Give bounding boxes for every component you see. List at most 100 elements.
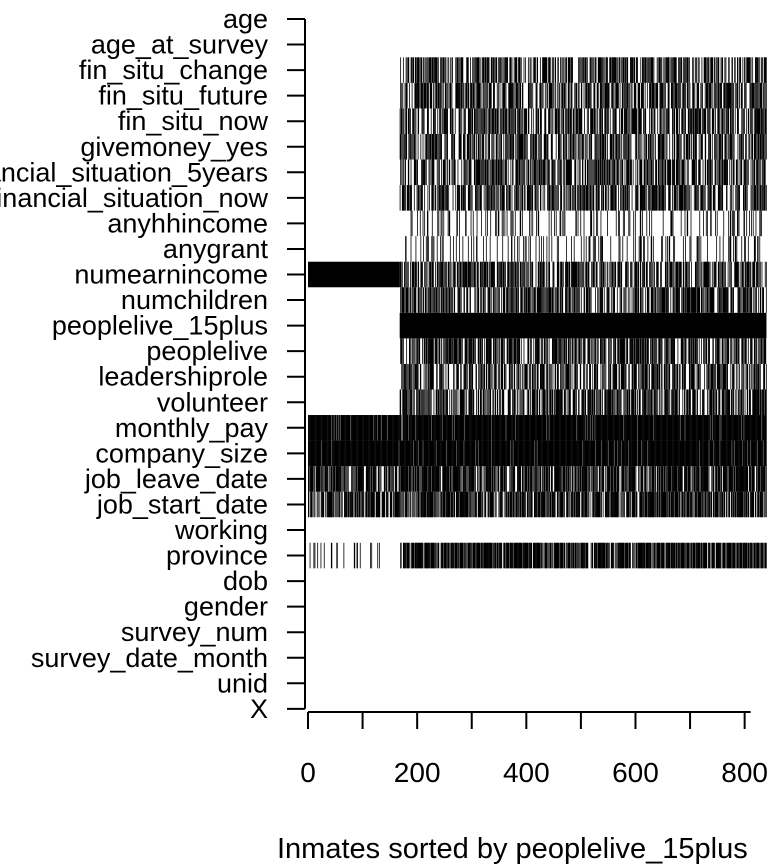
missing-mark-fin_situ_now: [696, 108, 698, 134]
missing-mark-fin_situ_now: [626, 108, 627, 134]
missing-mark-fin_situ_future: [657, 82, 659, 109]
missing-mark-financial_situation_5years: [595, 159, 596, 186]
missing-mark-financial_situation_now: [608, 185, 609, 211]
missing-mark-leadershiprole: [616, 363, 618, 390]
missing-mark-fin_situ_change: [518, 57, 519, 83]
missing-mark-fin_situ_change: [501, 57, 503, 83]
missing-mark-fin_situ_future: [608, 82, 609, 109]
missing-mark-financial_situation_now: [636, 185, 638, 211]
missing-mark-fin_situ_now: [463, 108, 465, 134]
missing-mark-numearnincome: [618, 261, 620, 288]
missing-mark-givemoney_yes: [402, 133, 404, 160]
missing-mark-fin_situ_future: [593, 82, 595, 109]
missing-mark-fin_situ_change: [535, 57, 536, 83]
missing-mark-monthly_pay: [517, 415, 519, 441]
missing-mark-numchildren: [658, 287, 660, 313]
missing-mark-volunteer: [672, 389, 673, 416]
missing-mark-fin_situ_change: [606, 57, 608, 83]
missing-mark-fin_situ_now: [704, 108, 706, 134]
missing-mark-financial_situation_5years: [424, 159, 426, 186]
missing-mark-givemoney_yes: [601, 133, 603, 160]
missing-mark-fin_situ_change: [444, 57, 446, 83]
missing-mark-leadershiprole: [646, 363, 648, 390]
missing-mark-monthly_pay: [411, 415, 413, 441]
missing-mark-fin_situ_change: [429, 57, 431, 83]
missing-mark-monthly_pay: [538, 415, 540, 441]
missing-mark-numchildren: [758, 287, 760, 313]
missing-mark-numearnincome: [568, 261, 570, 288]
missing-mark-leadershiprole: [532, 363, 534, 390]
missing-mark-anyhhincome: [596, 210, 597, 237]
missing-mark-givemoney_yes: [445, 133, 447, 160]
missing-mark-givemoney_yes: [661, 133, 663, 160]
missing-mark-fin_situ_now: [575, 108, 577, 134]
missing-mark-fin_situ_change: [578, 57, 579, 83]
missing-mark-monthly_pay: [410, 415, 411, 441]
missing-mark-peoplelive: [639, 338, 641, 364]
missing-mark-financial_situation_now: [503, 185, 505, 211]
missing-mark-financial_situation_5years: [619, 159, 621, 186]
missing-mark-monthly_pay: [335, 415, 337, 441]
missing-mark-volunteer: [650, 389, 652, 416]
missing-mark-numchildren: [589, 287, 590, 313]
missing-mark-numchildren: [687, 287, 689, 313]
missing-mark-monthly_pay: [355, 415, 357, 441]
missing-mark-financial_situation_5years: [478, 159, 480, 186]
missing-mark-monthly_pay: [376, 415, 378, 441]
missing-mark-monthly_pay: [574, 415, 576, 441]
missing-mark-monthly_pay: [633, 415, 635, 441]
missing-mark-fin_situ_now: [491, 108, 493, 134]
missing-mark-peoplelive: [708, 338, 710, 364]
missing-mark-monthly_pay: [648, 415, 649, 441]
missing-mark-monthly_pay: [534, 415, 536, 441]
missing-mark-monthly_pay: [634, 415, 636, 441]
missing-mark-monthly_pay: [487, 415, 488, 441]
missing-mark-fin_situ_now: [400, 108, 402, 134]
missing-mark-fin_situ_future: [424, 82, 426, 109]
missing-mark-leadershiprole: [512, 363, 513, 390]
missing-mark-monthly_pay: [636, 415, 638, 441]
missing-mark-givemoney_yes: [692, 133, 694, 160]
missing-mark-leadershiprole: [676, 363, 678, 390]
missing-mark-numearnincome: [538, 261, 540, 288]
missing-mark-fin_situ_change: [756, 57, 758, 83]
y-tick-label: survey_num: [121, 617, 268, 647]
missing-mark-volunteer: [578, 389, 579, 416]
missing-mark-fin_situ_now: [692, 108, 694, 134]
missing-mark-monthly_pay: [487, 415, 489, 441]
missing-mark-numchildren: [527, 287, 529, 313]
missing-mark-peoplelive: [709, 338, 710, 364]
missing-mark-financial_situation_5years: [438, 159, 440, 186]
missing-mark-monthly_pay: [553, 415, 555, 441]
missing-mark-financial_situation_now: [548, 185, 550, 211]
missing-mark-numearnincome: [569, 261, 571, 288]
missing-mark-givemoney_yes: [538, 133, 540, 160]
missing-mark-fin_situ_change: [716, 57, 718, 83]
missing-mark-fin_situ_change: [653, 57, 655, 83]
missing-mark-financial_situation_now: [560, 185, 561, 211]
missing-mark-numearnincome: [458, 261, 460, 288]
missing-mark-leadershiprole: [699, 363, 701, 390]
missing-mark-peoplelive: [423, 338, 425, 364]
missing-mark-givemoney_yes: [716, 133, 718, 160]
missing-mark-givemoney_yes: [603, 133, 605, 160]
missing-mark-volunteer: [581, 389, 583, 416]
missing-mark-fin_situ_change: [546, 57, 548, 83]
missing-mark-financial_situation_now: [457, 185, 459, 211]
missing-mark-peoplelive: [729, 338, 731, 364]
missing-mark-givemoney_yes: [761, 133, 762, 160]
missing-mark-numchildren: [606, 287, 608, 313]
missing-mark-financial_situation_5years: [441, 159, 442, 186]
missing-mark-fin_situ_change: [680, 57, 682, 83]
missing-mark-fin_situ_future: [508, 82, 510, 109]
missing-mark-volunteer: [674, 389, 676, 416]
missing-mark-anygrant: [441, 236, 443, 262]
missing-mark-fin_situ_future: [463, 82, 464, 109]
missing-mark-monthly_pay: [402, 415, 404, 441]
missing-mark-numearnincome: [607, 261, 608, 288]
missing-mark-numchildren: [484, 287, 486, 313]
missing-mark-numearnincome: [427, 261, 429, 288]
missing-mark-monthly_pay: [460, 415, 462, 441]
missing-mark-monthly_pay: [510, 415, 512, 441]
missing-mark-fin_situ_change: [500, 57, 502, 83]
